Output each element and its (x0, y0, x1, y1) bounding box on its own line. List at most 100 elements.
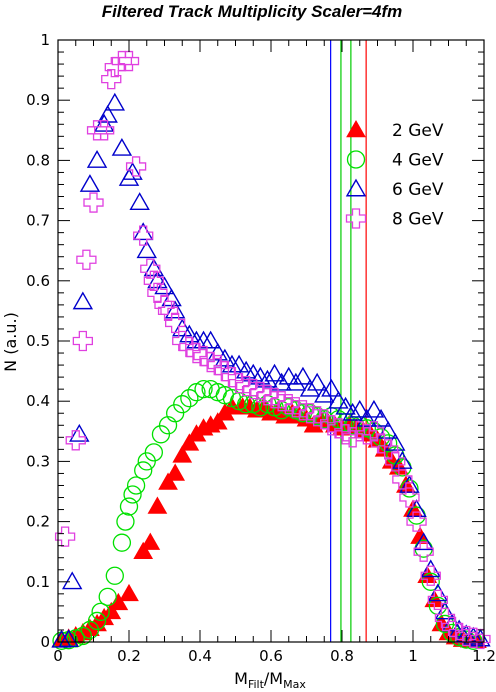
data-point (349, 399, 370, 418)
data-point (257, 369, 278, 388)
data-point (306, 372, 328, 391)
data-point (136, 240, 157, 259)
data-point (420, 565, 441, 586)
data-point (413, 541, 434, 562)
data-point (140, 532, 161, 550)
data-point (363, 399, 385, 418)
x-tick-label: 1.2 (472, 647, 496, 665)
data-point (147, 496, 168, 514)
data-point (72, 330, 93, 352)
data-point (91, 602, 110, 622)
y-tick-label: 0.2 (26, 513, 50, 531)
data-point (271, 372, 292, 391)
x-axis-label-mid: /M (264, 669, 283, 688)
legend-marker (345, 208, 367, 229)
chart-title: Filtered Track Multiplicity Scaler=4fm (102, 2, 403, 21)
reference-lines (330, 40, 367, 642)
data-point (292, 366, 314, 385)
data-point (406, 499, 427, 518)
y-tick-label: 0 (40, 633, 50, 651)
data-point (413, 532, 434, 551)
data-point (133, 541, 154, 559)
data-point (335, 396, 356, 415)
data-point (61, 571, 83, 590)
y-tick-label: 0.5 (26, 332, 50, 350)
data-point (105, 566, 124, 585)
axes: 0 0.2 0.4 0.6 0.8 1 1.2 0 0.1 0.2 0.3 0.4 0.5 0.6 0.7 0… (26, 31, 496, 665)
y-tick-label: 0.3 (26, 452, 50, 470)
legend-item: 2 GeV (346, 119, 444, 141)
data-point (421, 572, 440, 591)
data-point (125, 156, 147, 177)
data-point (76, 249, 97, 270)
data-point (278, 366, 299, 385)
data-point (179, 433, 200, 451)
data-point (285, 372, 307, 391)
data-point (104, 56, 125, 78)
legend: 2 GeV 4 GeV 6 GeV 8 GeV (345, 119, 444, 230)
y-tick-label: 0.9 (26, 91, 50, 109)
data-point (342, 402, 363, 421)
x-tick-label: 0.8 (330, 647, 354, 665)
x-tick-label: 0 (53, 647, 63, 665)
series-6-gev (51, 92, 491, 648)
data-point (399, 475, 420, 493)
data-point (122, 162, 143, 180)
data-point (157, 300, 179, 322)
data-point (119, 583, 139, 602)
y-tick-label: 1 (40, 31, 50, 49)
data-point (65, 430, 86, 451)
data-point (69, 423, 90, 442)
x-tick-label: 0.6 (259, 647, 283, 665)
data-point (87, 611, 107, 631)
data-point (116, 512, 135, 531)
data-point (363, 421, 385, 442)
data-point (98, 587, 117, 606)
legend-label: 4 GeV (392, 151, 444, 171)
data-point (119, 497, 139, 516)
data-point (172, 318, 193, 337)
data-point (321, 378, 342, 397)
data-point (406, 511, 427, 532)
data-point (173, 395, 192, 414)
data-point (54, 526, 76, 547)
data-point (207, 412, 228, 430)
legend-label: 8 GeV (392, 210, 444, 230)
data-point (143, 270, 164, 291)
x-tick-label: 0.4 (188, 647, 212, 665)
data-point (101, 601, 122, 620)
data-point (434, 607, 456, 629)
data-point (154, 276, 175, 295)
x-axis-label-sub2: Max (283, 678, 306, 691)
legend-marker (346, 119, 366, 138)
data-point (72, 291, 94, 310)
legend-item: 8 GeV (345, 208, 444, 230)
data-point (140, 258, 161, 279)
data-point (392, 450, 413, 469)
x-tick-label: 1 (408, 647, 418, 665)
data-point (179, 324, 200, 343)
data-point (123, 485, 142, 504)
data-point (370, 408, 392, 427)
data-point (420, 559, 441, 578)
x-tick-label: 0.2 (117, 647, 141, 665)
data-point (164, 300, 186, 319)
data-point (101, 68, 122, 90)
data-point (79, 174, 101, 192)
data-point (112, 533, 132, 552)
data-point (356, 424, 377, 445)
data-point (133, 225, 154, 246)
data-point (200, 330, 221, 349)
y-tick-label: 0.7 (26, 212, 50, 230)
data-point (264, 363, 285, 382)
data-point (129, 192, 150, 210)
y-tick-label: 0.6 (26, 272, 50, 290)
data-point (126, 476, 146, 495)
data-point (118, 50, 140, 72)
data-point (434, 601, 456, 620)
x-axis-label: MFilt/MMax (234, 669, 306, 691)
y-tick-label: 0.4 (26, 392, 50, 410)
data-point (314, 384, 335, 403)
